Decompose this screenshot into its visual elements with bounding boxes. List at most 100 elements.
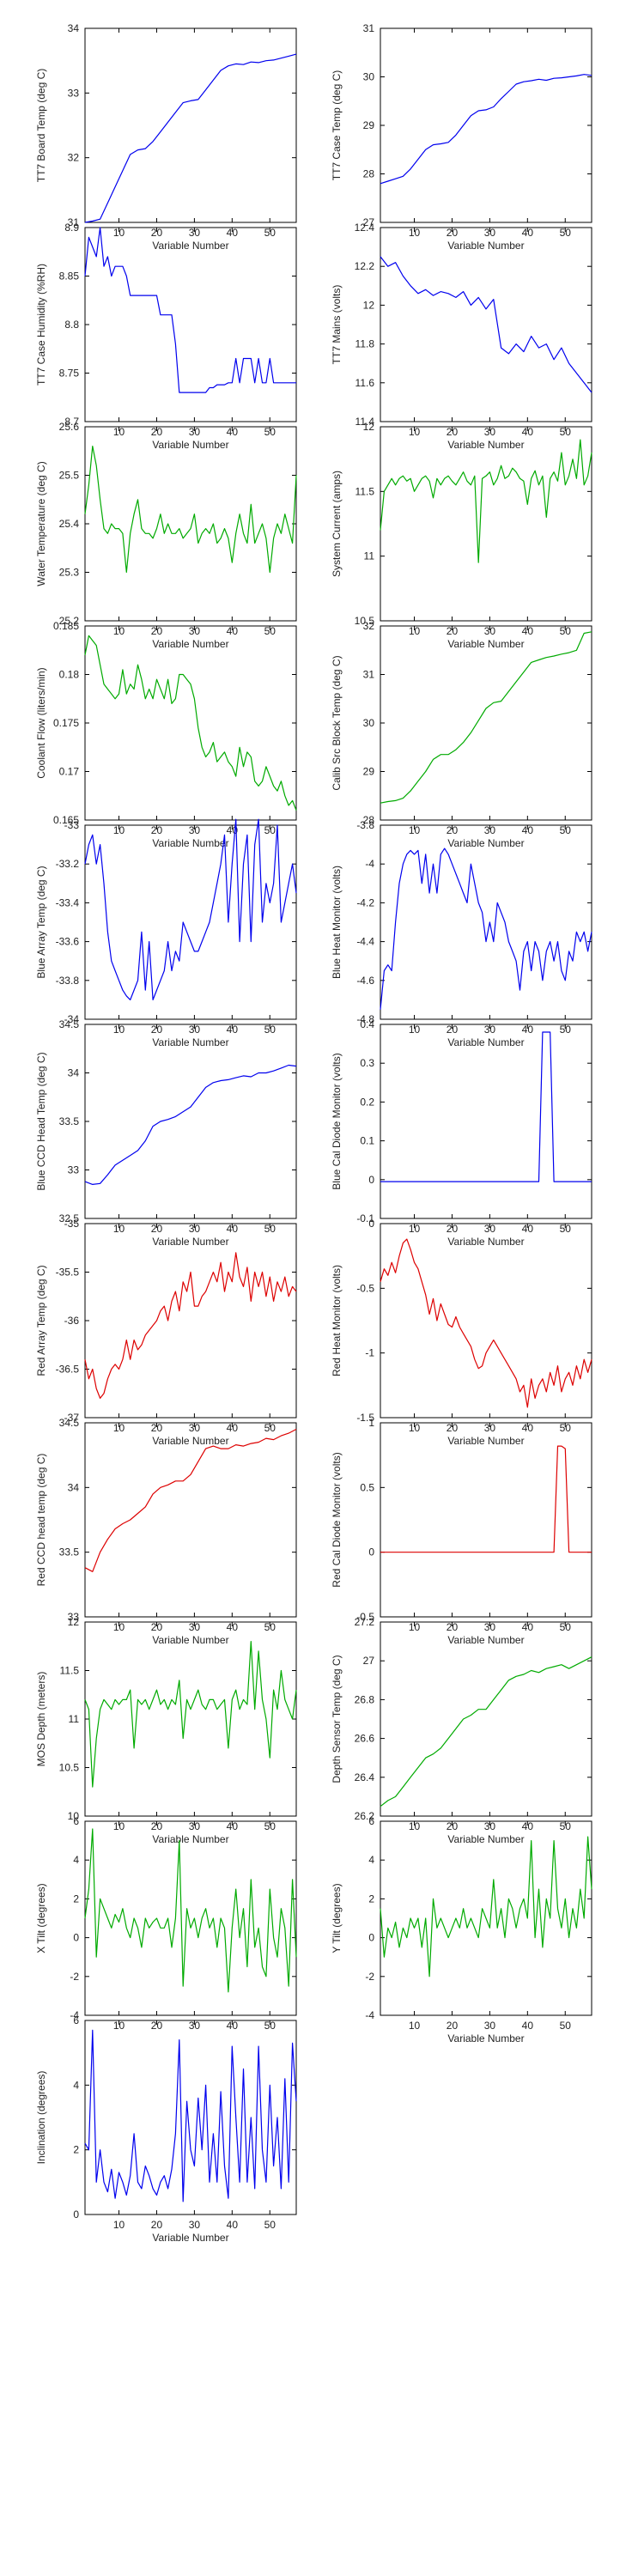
x-tick-label: 30 [484, 824, 496, 836]
x-axis-label: Variable Number [447, 1435, 524, 1447]
y-tick-label: 11.5 [355, 485, 375, 497]
x-tick-label: 20 [447, 1422, 459, 1434]
chart-7: 0.165 0.17 0.175 0.18 0.185 10 20 30 40 50 Variabl… [35, 620, 297, 849]
x-tick-label: 40 [227, 1422, 239, 1434]
y-tick-label: 25.6 [59, 421, 80, 433]
y-tick-label: 26.2 [355, 1810, 375, 1822]
y-axis-label: X Tilt (degrees) [35, 1883, 47, 1953]
y-axis-label: Blue Array Temp (deg C) [35, 866, 47, 978]
y-tick-label: 6 [73, 1815, 79, 1827]
plot-frame [84, 1621, 297, 1817]
series-line [380, 1238, 592, 1408]
x-tick-label: 50 [264, 1621, 276, 1633]
y-axis-label: Water Temperature (deg C) [35, 461, 47, 586]
plot-frame [380, 824, 592, 1020]
series-line [380, 1031, 592, 1182]
y-tick-label: 10 [68, 1810, 80, 1822]
y-tick-label: 26.6 [355, 1733, 375, 1745]
x-tick-label: 40 [522, 1621, 534, 1633]
y-tick-label: 12 [363, 421, 375, 433]
x-tick-label: 10 [409, 227, 421, 239]
y-tick-label: 33 [68, 1611, 80, 1623]
y-tick-label: 0.3 [360, 1057, 374, 1069]
y-tick-label: 34 [68, 1067, 80, 1079]
x-axis-label: Variable Number [152, 240, 228, 252]
x-axis-label: Variable Number [152, 837, 228, 849]
y-tick-label: 30 [363, 717, 375, 729]
x-tick-label: 40 [522, 1223, 534, 1235]
x-tick-label: 10 [409, 2020, 421, 2032]
x-tick-label: 40 [227, 426, 239, 438]
y-tick-label: 31 [363, 22, 375, 34]
x-tick-label: 10 [113, 1820, 125, 1832]
x-tick-label: 20 [151, 1820, 163, 1832]
x-tick-label: 10 [113, 824, 125, 836]
x-tick-label: 20 [447, 1621, 459, 1633]
x-tick-label: 40 [227, 2020, 239, 2032]
x-tick-label: 50 [264, 2020, 276, 2032]
y-tick-label: -36.5 [56, 1364, 80, 1376]
x-tick-label: 10 [113, 227, 125, 239]
y-tick-label: -36 [64, 1315, 80, 1327]
y-tick-label: 0.2 [360, 1096, 374, 1108]
y-tick-label: 0.1 [360, 1135, 374, 1147]
x-tick-label: 10 [113, 426, 125, 438]
x-axis-label: Variable Number [152, 638, 228, 650]
y-tick-label: -35.5 [56, 1267, 80, 1279]
y-tick-label: 31 [68, 216, 80, 228]
series-line [84, 1828, 297, 1993]
y-tick-label: 0.18 [59, 669, 80, 681]
y-tick-label: 11 [364, 550, 375, 562]
chart-8: 28 29 30 31 32 10 20 30 40 50 Variable Number Calib… [331, 620, 592, 849]
x-tick-label: 30 [189, 625, 201, 637]
x-tick-label: 30 [189, 1422, 201, 1434]
x-tick-label: 10 [409, 1223, 421, 1235]
y-tick-label: -33 [64, 819, 80, 831]
y-tick-label: 2 [368, 1893, 374, 1905]
plot-frame [84, 625, 297, 821]
y-tick-label: 6 [73, 2014, 79, 2026]
y-tick-label: -34 [64, 1013, 80, 1025]
series-line [380, 1656, 592, 1807]
x-tick-label: 10 [113, 1422, 125, 1434]
plot-frame [380, 1820, 592, 2016]
y-tick-label: -33.8 [56, 975, 80, 987]
x-tick-label: 50 [264, 625, 276, 637]
y-tick-label: -4 [365, 858, 374, 870]
x-tick-label: 50 [560, 1223, 572, 1235]
series-line [84, 818, 297, 1001]
x-tick-label: 50 [560, 227, 572, 239]
y-axis-label: Blue CCD Head Temp (deg C) [35, 1052, 47, 1190]
x-tick-label: 30 [484, 1024, 496, 1036]
x-axis-label: Variable Number [447, 837, 524, 849]
x-tick-label: 50 [560, 1820, 572, 1832]
y-tick-label: 11.5 [60, 1665, 80, 1677]
series-line [84, 1640, 297, 1788]
y-tick-label: 0 [73, 1932, 79, 1944]
y-tick-label: 25.4 [59, 518, 80, 530]
y-tick-label: -4 [70, 2009, 79, 2021]
y-tick-label: -4 [365, 2009, 374, 2021]
y-tick-label: 12 [68, 1616, 80, 1628]
x-tick-label: 10 [409, 1621, 421, 1633]
series-line [380, 439, 592, 563]
y-tick-label: 27 [363, 1655, 375, 1667]
x-tick-label: 30 [189, 1621, 201, 1633]
y-tick-label: -35 [64, 1218, 80, 1230]
y-tick-label: 34 [68, 22, 80, 34]
y-tick-label: 11.4 [355, 416, 375, 428]
y-tick-label: 33 [68, 87, 80, 99]
x-tick-label: 50 [264, 426, 276, 438]
x-tick-label: 20 [151, 625, 163, 637]
x-axis-label: Variable Number [447, 638, 524, 650]
y-tick-label: 11.6 [355, 377, 375, 389]
x-tick-label: 10 [409, 824, 421, 836]
x-tick-label: 20 [447, 2020, 459, 2032]
x-tick-label: 40 [227, 2219, 239, 2231]
x-tick-label: 40 [522, 426, 534, 438]
chart-21: 0 2 4 6 10 20 30 40 50 Variable Number Inclination… [35, 2014, 297, 2244]
plot-frame [380, 1621, 592, 1817]
x-tick-label: 20 [447, 227, 459, 239]
y-tick-label: -0.5 [356, 1282, 374, 1294]
